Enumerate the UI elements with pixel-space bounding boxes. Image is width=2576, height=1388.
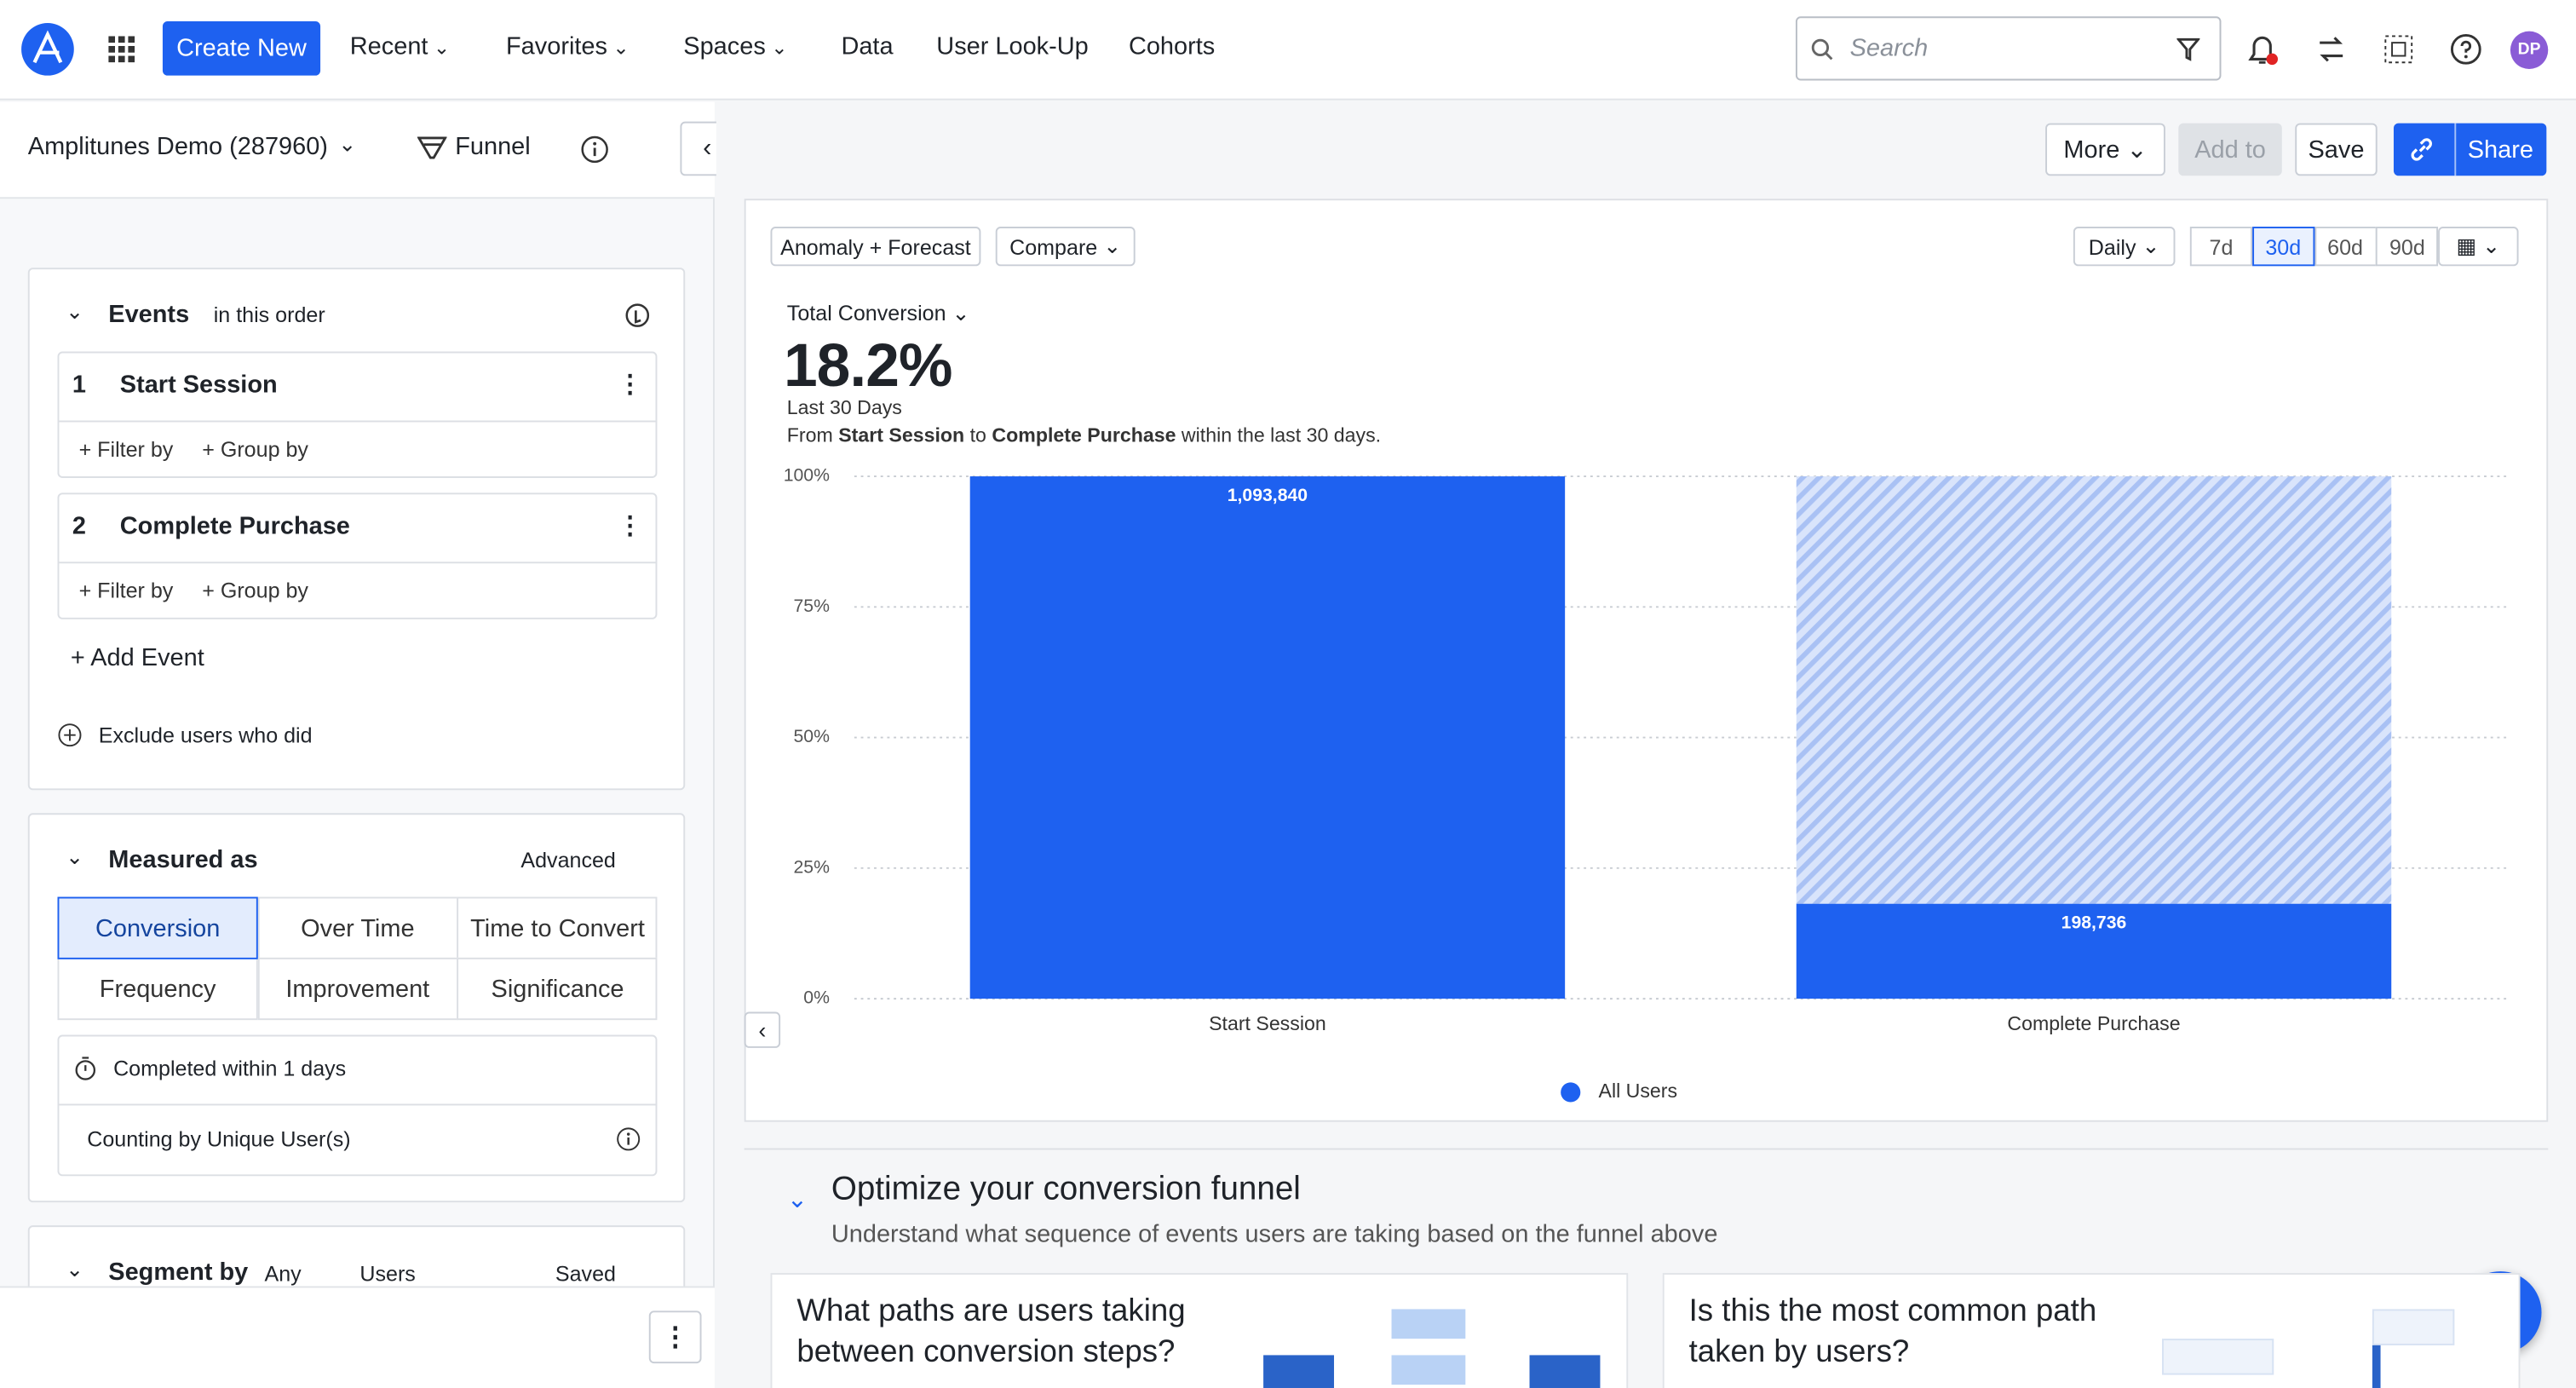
insight-card-title: What paths are users taking between conv… xyxy=(796,1291,1223,1373)
x-tick-label: Start Session xyxy=(1209,1012,1326,1034)
group-by[interactable]: + Group by xyxy=(202,579,308,603)
x-tick-label: Complete Purchase xyxy=(2007,1012,2180,1034)
measure-option[interactable]: Over Time xyxy=(257,897,457,959)
nav-item[interactable]: Spaces ⌄ xyxy=(683,33,787,61)
bar xyxy=(970,476,1565,999)
illustration xyxy=(2162,1339,2274,1374)
divider xyxy=(745,1149,2549,1150)
legend-marker xyxy=(1561,1082,1580,1102)
filter-by[interactable]: + Filter by xyxy=(79,579,174,603)
event-number: 1 xyxy=(72,371,86,400)
measure-option[interactable]: Significance xyxy=(457,958,658,1020)
y-tick-label: 50% xyxy=(793,727,830,746)
event-name[interactable]: Start Session xyxy=(120,371,278,400)
legend-label: All Users xyxy=(1599,1080,1678,1102)
measure-option[interactable]: Frequency xyxy=(58,958,258,1020)
nav-item[interactable]: Data xyxy=(841,33,893,61)
range-button[interactable]: 30d xyxy=(2252,227,2314,266)
y-tick-label: 100% xyxy=(784,466,830,486)
y-tick-label: 25% xyxy=(793,857,830,877)
data-label: 198,736 xyxy=(2061,913,2127,932)
optimize-title: Optimize your conversion funnel xyxy=(831,1172,1301,1209)
nav-item[interactable]: Recent ⌄ xyxy=(350,33,450,61)
divider xyxy=(58,562,658,563)
scroll-left[interactable]: ‹ xyxy=(745,1012,780,1048)
range-button[interactable]: 90d xyxy=(2376,227,2438,266)
illustration xyxy=(1392,1309,1466,1339)
filter-by[interactable]: + Filter by xyxy=(79,437,174,462)
illustration xyxy=(2372,1345,2381,1388)
illustration xyxy=(1392,1355,1466,1385)
chevron: ⌄ xyxy=(607,36,630,59)
event-number: 2 xyxy=(72,512,86,540)
event-menu[interactable]: ⋮ xyxy=(618,511,642,541)
dropoff-bar xyxy=(1797,476,2391,904)
data-label: 1,093,840 xyxy=(1228,486,1308,505)
divider xyxy=(58,421,658,423)
nav-item[interactable]: Cohorts xyxy=(1129,33,1215,61)
measure-option[interactable]: Time to Convert xyxy=(457,897,658,959)
collapse-chevron[interactable]: ⌄ xyxy=(787,1184,808,1214)
group-by[interactable]: + Group by xyxy=(202,437,308,462)
nav-item[interactable]: User Look-Up xyxy=(936,33,1088,61)
y-tick-label: 0% xyxy=(803,988,830,1008)
measure-option[interactable]: Improvement xyxy=(257,958,457,1020)
insight-card-title: Is this the most common path taken by us… xyxy=(1689,1291,2116,1373)
y-tick-label: 75% xyxy=(793,596,830,616)
chevron: ⌄ xyxy=(428,36,450,59)
illustration xyxy=(1530,1355,1601,1388)
illustration xyxy=(2372,1309,2454,1345)
event-menu[interactable]: ⋮ xyxy=(618,370,642,400)
event-name[interactable]: Complete Purchase xyxy=(120,512,350,540)
chevron: ⌄ xyxy=(766,36,788,59)
nav-item[interactable]: Favorites ⌄ xyxy=(506,33,630,61)
optimize-subtitle: Understand what sequence of events users… xyxy=(831,1220,1718,1248)
illustration xyxy=(1263,1355,1334,1388)
range-button[interactable]: 7d xyxy=(2190,227,2252,266)
measure-option[interactable]: Conversion xyxy=(58,897,258,959)
range-button[interactable]: 60d xyxy=(2314,227,2376,266)
